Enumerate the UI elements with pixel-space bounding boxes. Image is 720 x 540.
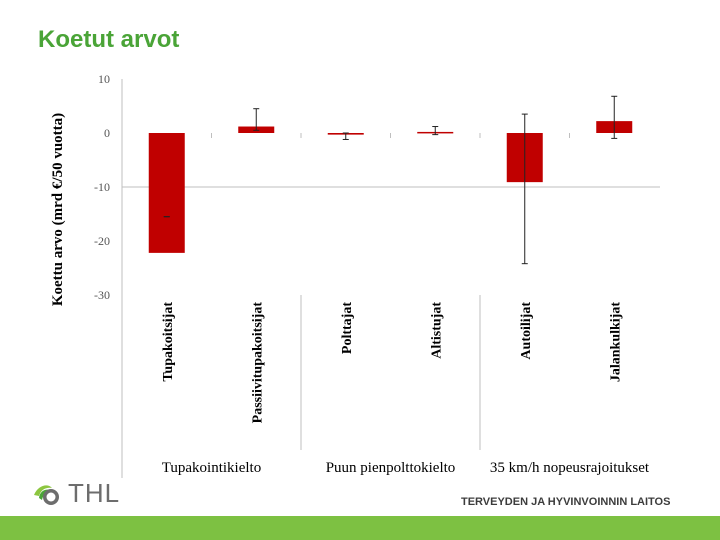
y-tick-label: 0 bbox=[104, 126, 110, 140]
footer-bar bbox=[0, 516, 720, 540]
chart-axes bbox=[121, 79, 660, 478]
category-label: Polttajat bbox=[340, 302, 355, 354]
group-label: Tupakointikielto bbox=[162, 460, 261, 476]
slide-title: Koetut arvot bbox=[38, 26, 180, 53]
category-labels: Tupakoitsijat Passiivitupakoitsijat Poltta… bbox=[161, 302, 624, 424]
category-label: Altistujat bbox=[429, 302, 444, 359]
y-tick-label: -30 bbox=[94, 288, 110, 302]
group-label: 35 km/h nopeusrajoitukset bbox=[490, 460, 650, 476]
thl-logo-icon bbox=[34, 484, 59, 505]
y-tick-labels: 10 0 -10 -20 -30 bbox=[94, 72, 110, 302]
group-label: Puun pienpolttokielto bbox=[326, 460, 456, 476]
y-tick-label: -20 bbox=[94, 234, 110, 248]
error-bars bbox=[163, 95, 618, 265]
y-axis-label: Koettu arvo (mrd €/50 vuotta) bbox=[50, 113, 66, 306]
logo-text: THL bbox=[68, 478, 121, 508]
y-tick-label: -10 bbox=[94, 180, 110, 194]
bar-chart: 10 0 -10 -20 -30 Tupakoitsijat Passiivitupako… bbox=[50, 72, 660, 478]
category-label: Tupakoitsijat bbox=[161, 302, 176, 382]
category-label: Passiivitupakoitsijat bbox=[250, 302, 265, 424]
y-tick-label: 10 bbox=[98, 72, 110, 86]
bar bbox=[148, 133, 185, 253]
thl-logo: THL bbox=[30, 478, 120, 509]
group-labels: Tupakointikielto Puun pienpolttokielto 35 … bbox=[162, 460, 650, 476]
category-label: Jalankulkijat bbox=[608, 302, 623, 382]
organization-name: TERVEYDEN JA HYVINVOINNIN LAITOS bbox=[461, 496, 671, 508]
category-label: Autoilijat bbox=[519, 302, 534, 360]
